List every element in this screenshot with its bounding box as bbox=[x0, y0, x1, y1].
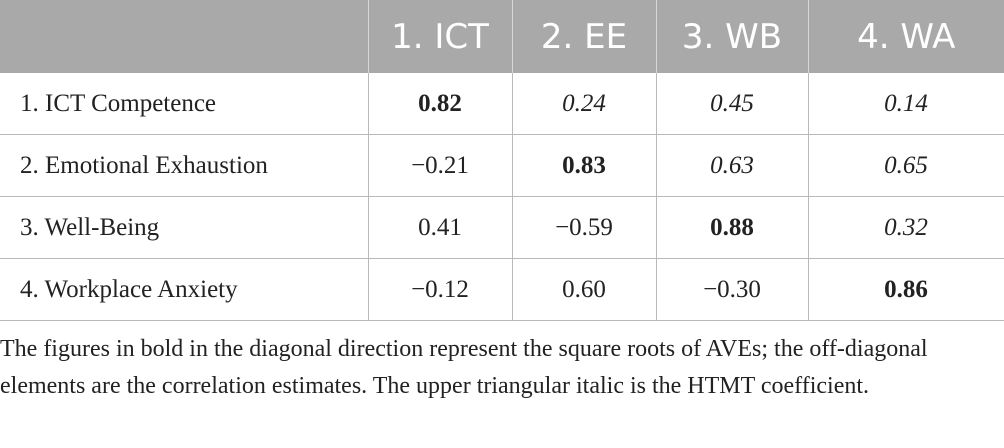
table-row: 4. Workplace Anxiety −0.12 0.60 −0.30 0.… bbox=[0, 258, 1004, 321]
cell-htmt: 0.45 bbox=[655, 73, 809, 135]
cell-correlation: 0.60 bbox=[511, 258, 657, 321]
row-label-ict-competence: 1. ICT Competence bbox=[0, 73, 369, 135]
cell-htmt: 0.63 bbox=[655, 134, 809, 197]
header-corner bbox=[0, 0, 368, 73]
cell-correlation: 0.41 bbox=[367, 196, 513, 259]
table-row: 2. Emotional Exhaustion −0.21 0.83 0.63 … bbox=[0, 134, 1004, 197]
cell-htmt: 0.65 bbox=[807, 134, 1004, 197]
table-row: 1. ICT Competence 0.82 0.24 0.45 0.14 bbox=[0, 73, 1004, 135]
cell-htmt: 0.24 bbox=[511, 73, 657, 135]
row-label-well-being: 3. Well-Being bbox=[0, 196, 369, 259]
header-row: 1. ICT 2. EE 3. WB 4. WA bbox=[0, 0, 1004, 73]
header-wb: 3. WB bbox=[655, 0, 808, 73]
cell-diagonal: 0.86 bbox=[807, 258, 1004, 321]
cell-htmt: 0.32 bbox=[807, 196, 1004, 259]
header-wa: 4. WA bbox=[807, 0, 1004, 73]
cell-correlation: −0.59 bbox=[511, 196, 657, 259]
header-ict: 1. ICT bbox=[367, 0, 512, 73]
row-label-workplace-anxiety: 4. Workplace Anxiety bbox=[0, 258, 369, 321]
row-label-emotional-exhaustion: 2. Emotional Exhaustion bbox=[0, 134, 369, 197]
correlation-table-container: 1. ICT 2. EE 3. WB 4. WA 1. ICT Competen… bbox=[0, 0, 1004, 321]
table-row: 3. Well-Being 0.41 −0.59 0.88 0.32 bbox=[0, 196, 1004, 259]
cell-diagonal: 0.83 bbox=[511, 134, 657, 197]
cell-diagonal: 0.82 bbox=[367, 73, 513, 135]
cell-htmt: 0.14 bbox=[807, 73, 1004, 135]
header-ee: 2. EE bbox=[511, 0, 656, 73]
table-footnote: The figures in bold in the diagonal dire… bbox=[0, 336, 928, 399]
correlation-table: 1. ICT 2. EE 3. WB 4. WA 1. ICT Competen… bbox=[0, 0, 1004, 321]
cell-diagonal: 0.88 bbox=[655, 196, 809, 259]
cell-correlation: −0.30 bbox=[655, 258, 809, 321]
cell-correlation: −0.21 bbox=[367, 134, 513, 197]
cell-correlation: −0.12 bbox=[367, 258, 513, 321]
